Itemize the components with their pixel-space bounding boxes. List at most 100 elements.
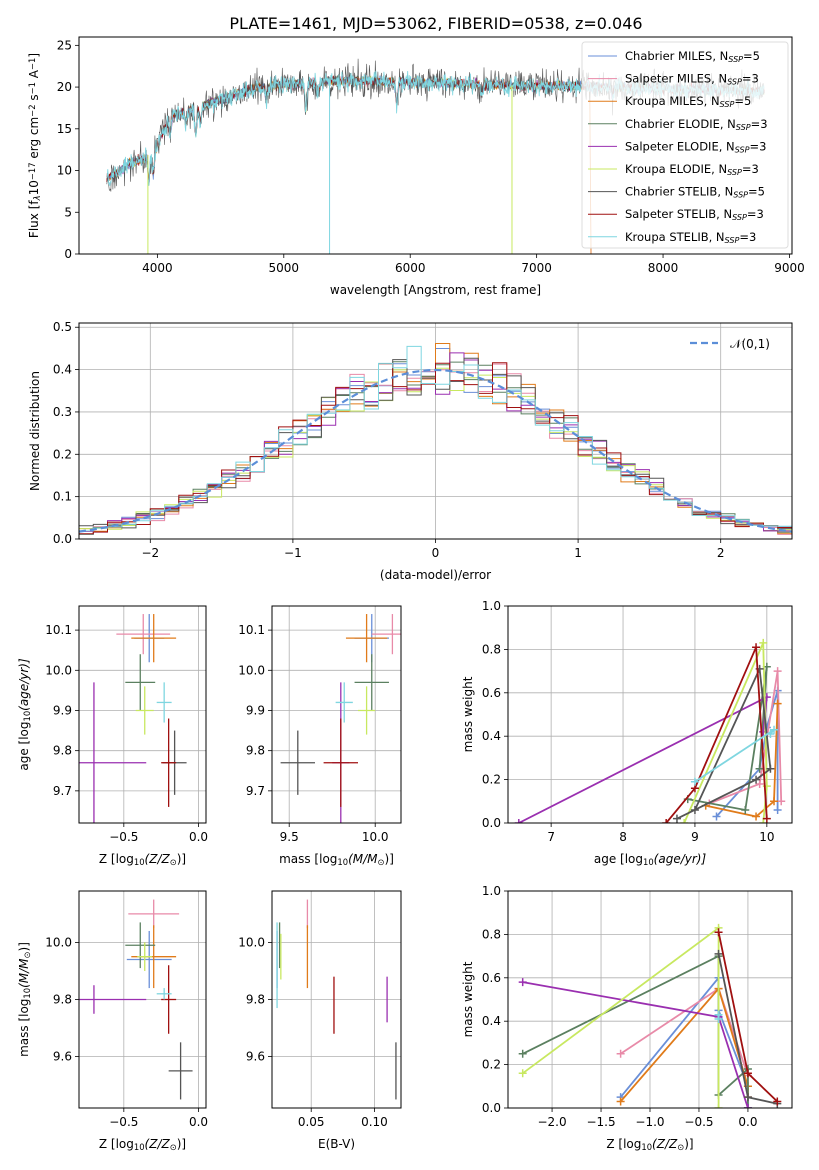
x-tick-label: 10.0 xyxy=(362,830,389,844)
y-tick-label: 0.1 xyxy=(53,490,72,504)
x-tick-label: 9.5 xyxy=(280,830,299,844)
y-axis-label: mass weight xyxy=(461,676,475,752)
x-axis-label: E(B-V) xyxy=(318,1137,355,1151)
weight-marker xyxy=(672,814,681,823)
weight-marker xyxy=(762,814,771,823)
x-axis-label: mass [log10(M/M⊙)] xyxy=(279,852,394,867)
y-tick-label: 0.4 xyxy=(53,363,72,377)
axes-frame: −2.0 −1.5 −1.0 −0.5 0.0 0.0 0.2 0.4 0.6 0.8 1.0 Z [… xyxy=(461,884,793,1152)
y-tick-label: 0.5 xyxy=(53,320,72,334)
weight-marker xyxy=(773,1097,782,1106)
y-tick-label: 0.8 xyxy=(482,927,501,941)
x-axis-label: Z [log10(Z/Z⊙)] xyxy=(99,852,186,867)
x-tick-label: 9000 xyxy=(774,261,805,275)
axes-frame: −0.5 0.0 9.6 9.8 10.0 Z [log10(Z/Z⊙)] mass [lo… xyxy=(17,890,208,1152)
y-tick-label: 10.1 xyxy=(238,623,265,637)
weight-marker xyxy=(662,819,671,823)
x-tick-label: 8000 xyxy=(648,261,679,275)
x-tick-label: 2 xyxy=(717,546,725,560)
weight-marker xyxy=(712,812,721,821)
plot-area xyxy=(518,923,782,1108)
weight-marker xyxy=(616,1097,625,1106)
y-tick-label: 0.0 xyxy=(482,816,501,830)
y-tick-label: 20 xyxy=(57,80,72,94)
x-tick-label: 1 xyxy=(574,546,582,560)
y-tick-label: 0.2 xyxy=(482,1058,501,1072)
legend-label: Kroupa ELODIE, NSSP=3 xyxy=(625,162,759,177)
panel-age_vs_mass: 9.5 10.0 9.7 9.8 9.9 10.0 10.1 mass [log10(M/M⊙… xyxy=(238,605,402,867)
axes-frame: 0.05 0.10 9.6 9.8 10.0 E(B-V) xyxy=(238,890,402,1151)
weight-line xyxy=(665,646,768,823)
y-tick-label: 0.6 xyxy=(482,971,501,985)
gaussian-curve xyxy=(79,368,792,533)
y-tick-label: 0.4 xyxy=(482,1014,501,1028)
figure-title: PLATE=1461, MJD=53062, FIBERID=0538, z=0… xyxy=(229,14,642,33)
x-tick-label: −2 xyxy=(141,546,159,560)
panel-mass_vs_ebv: 0.05 0.10 9.6 9.8 10.0 E(B-V) xyxy=(238,890,402,1151)
x-tick-label: −0.5 xyxy=(684,1115,713,1129)
y-tick-label: 0.3 xyxy=(53,405,72,419)
weight-marker xyxy=(714,928,723,937)
axes-border xyxy=(507,605,793,824)
x-tick-label: 5000 xyxy=(269,261,300,275)
weight-marker xyxy=(714,1015,723,1024)
x-axis-label: Z [log10(Z/Z⊙)] xyxy=(99,1137,186,1152)
y-tick-label: 1.0 xyxy=(482,599,501,613)
panel-weight_vs_age: 7 8 9 10 0.0 0.2 0.4 0.6 0.8 1.0 age [log10(age/yr… xyxy=(461,599,793,867)
legend-label: Salpeter MILES, NSSP=3 xyxy=(625,72,759,87)
x-tick-label: −0.5 xyxy=(109,1115,138,1129)
weight-marker xyxy=(759,819,768,823)
x-tick-label: 0.0 xyxy=(738,1115,757,1129)
weight-marker xyxy=(743,1093,752,1102)
weight-marker xyxy=(766,730,775,739)
plot-area xyxy=(79,343,792,535)
y-tick-label: 1.0 xyxy=(482,884,501,898)
weight-line xyxy=(676,665,772,820)
weight-marker xyxy=(773,667,782,676)
weight-line xyxy=(687,666,768,812)
weight-line xyxy=(619,975,749,1108)
legend-frame xyxy=(581,41,789,249)
panel-age_vs_Z: −0.5 0.0 9.7 9.8 9.9 10.0 10.1 Z [log10(Z/Z⊙)] a… xyxy=(17,605,208,867)
weight-line xyxy=(708,670,783,805)
y-tick-label: 0.4 xyxy=(482,729,501,743)
x-tick-label: 10 xyxy=(759,830,774,844)
y-tick-label: 9.6 xyxy=(53,1050,72,1064)
x-tick-label: 0 xyxy=(432,546,440,560)
y-axis-label: Normed distribution xyxy=(28,371,42,491)
x-axis-label: age [log10(age/yr)] xyxy=(594,852,707,867)
weight-marker xyxy=(616,1049,625,1058)
weight-marker xyxy=(690,777,699,786)
weight-marker xyxy=(755,764,764,773)
x-axis-label: Z [log10(Z/Z⊙)] xyxy=(606,1137,693,1152)
legend-label: Salpeter STELIB, NSSP=3 xyxy=(625,207,764,222)
legend-label: Chabrier MILES, NSSP=5 xyxy=(625,49,760,64)
legend-label: Salpeter ELODIE, NSSP=3 xyxy=(625,139,766,154)
plot-area xyxy=(514,638,786,823)
x-tick-label: 6000 xyxy=(395,261,426,275)
x-tick-label: −0.5 xyxy=(109,830,138,844)
panel-spectrum: 4000 5000 6000 7000 8000 9000 0 5 10 15 20 25 wavele… xyxy=(27,36,805,297)
axes-border xyxy=(78,605,207,824)
axes-frame: −0.5 0.0 9.7 9.8 9.9 10.0 10.1 Z [log10(Z/Z⊙)] a… xyxy=(17,605,208,867)
y-tick-label: 0.0 xyxy=(53,532,72,546)
y-tick-label: 10.0 xyxy=(45,663,72,677)
x-tick-label: 7 xyxy=(547,830,555,844)
weight-marker xyxy=(755,779,764,788)
x-tick-label: −1.0 xyxy=(635,1115,664,1129)
y-tick-label: 10.1 xyxy=(45,623,72,637)
weight-marker xyxy=(766,764,775,773)
weight-marker xyxy=(714,949,723,958)
panel-weight_vs_Z: −2.0 −1.5 −1.0 −0.5 0.0 0.0 0.2 0.4 0.6 0.8 1.0 Z [… xyxy=(461,884,793,1152)
y-tick-label: 5 xyxy=(64,205,72,219)
y-tick-label: 0.6 xyxy=(482,686,501,700)
y-tick-label: 0.2 xyxy=(482,773,501,787)
y-tick-label: 0.8 xyxy=(482,642,501,656)
y-axis-label: age [log10(age/yr)] xyxy=(17,658,32,771)
y-tick-label: 25 xyxy=(57,38,72,52)
x-axis-label: wavelength [Angstrom, rest frame] xyxy=(330,283,541,297)
axes-frame: 4000 5000 6000 7000 8000 9000 0 5 10 15 20 25 wavele… xyxy=(27,36,805,297)
weight-marker xyxy=(752,775,761,784)
weight-marker xyxy=(743,1069,752,1078)
y-tick-label: 9.8 xyxy=(53,993,72,1007)
